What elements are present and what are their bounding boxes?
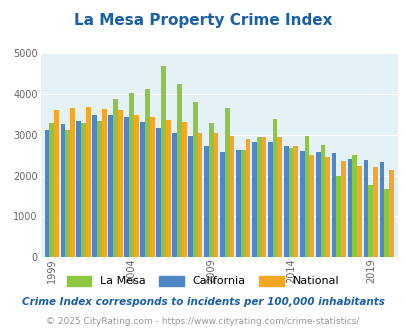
Bar: [145, 89, 149, 257]
Bar: [331, 153, 336, 257]
Bar: [97, 121, 102, 257]
Bar: [213, 133, 218, 257]
Bar: [129, 93, 134, 257]
Bar: [299, 150, 304, 257]
Bar: [165, 120, 170, 257]
Bar: [283, 146, 288, 257]
Bar: [363, 160, 367, 257]
Bar: [140, 122, 145, 257]
Bar: [181, 122, 186, 257]
Bar: [356, 166, 361, 257]
Bar: [261, 137, 266, 257]
Bar: [309, 155, 313, 257]
Bar: [324, 157, 329, 257]
Bar: [49, 123, 54, 257]
Bar: [388, 170, 393, 257]
Bar: [229, 136, 234, 257]
Bar: [113, 99, 118, 257]
Bar: [315, 152, 320, 257]
Bar: [92, 115, 97, 257]
Bar: [304, 136, 309, 257]
Bar: [384, 189, 388, 257]
Bar: [245, 139, 250, 257]
Bar: [118, 111, 122, 257]
Bar: [256, 137, 261, 257]
Bar: [293, 146, 297, 257]
Bar: [45, 130, 49, 257]
Bar: [134, 115, 139, 257]
Bar: [149, 116, 154, 257]
Legend: La Mesa, California, National: La Mesa, California, National: [62, 271, 343, 291]
Bar: [208, 123, 213, 257]
Bar: [277, 137, 281, 257]
Bar: [197, 133, 202, 257]
Bar: [108, 115, 113, 257]
Bar: [240, 150, 245, 257]
Bar: [252, 142, 256, 257]
Bar: [81, 123, 86, 257]
Bar: [352, 155, 356, 257]
Bar: [65, 130, 70, 257]
Bar: [70, 109, 75, 257]
Bar: [172, 133, 177, 257]
Bar: [220, 152, 224, 257]
Bar: [267, 143, 272, 257]
Text: © 2025 CityRating.com - https://www.cityrating.com/crime-statistics/: © 2025 CityRating.com - https://www.city…: [46, 317, 359, 326]
Text: La Mesa Property Crime Index: La Mesa Property Crime Index: [74, 13, 331, 28]
Bar: [188, 136, 192, 257]
Bar: [204, 146, 208, 257]
Bar: [54, 110, 59, 257]
Bar: [124, 116, 129, 257]
Bar: [161, 66, 165, 257]
Bar: [102, 109, 107, 257]
Bar: [272, 119, 277, 257]
Bar: [288, 148, 293, 257]
Bar: [320, 145, 324, 257]
Bar: [177, 84, 181, 257]
Bar: [86, 107, 91, 257]
Bar: [224, 109, 229, 257]
Bar: [347, 159, 352, 257]
Bar: [379, 162, 384, 257]
Bar: [341, 161, 345, 257]
Bar: [336, 176, 341, 257]
Bar: [192, 102, 197, 257]
Bar: [367, 185, 372, 257]
Bar: [60, 124, 65, 257]
Text: Crime Index corresponds to incidents per 100,000 inhabitants: Crime Index corresponds to incidents per…: [21, 297, 384, 307]
Bar: [235, 150, 240, 257]
Bar: [76, 121, 81, 257]
Bar: [156, 128, 161, 257]
Bar: [372, 167, 377, 257]
